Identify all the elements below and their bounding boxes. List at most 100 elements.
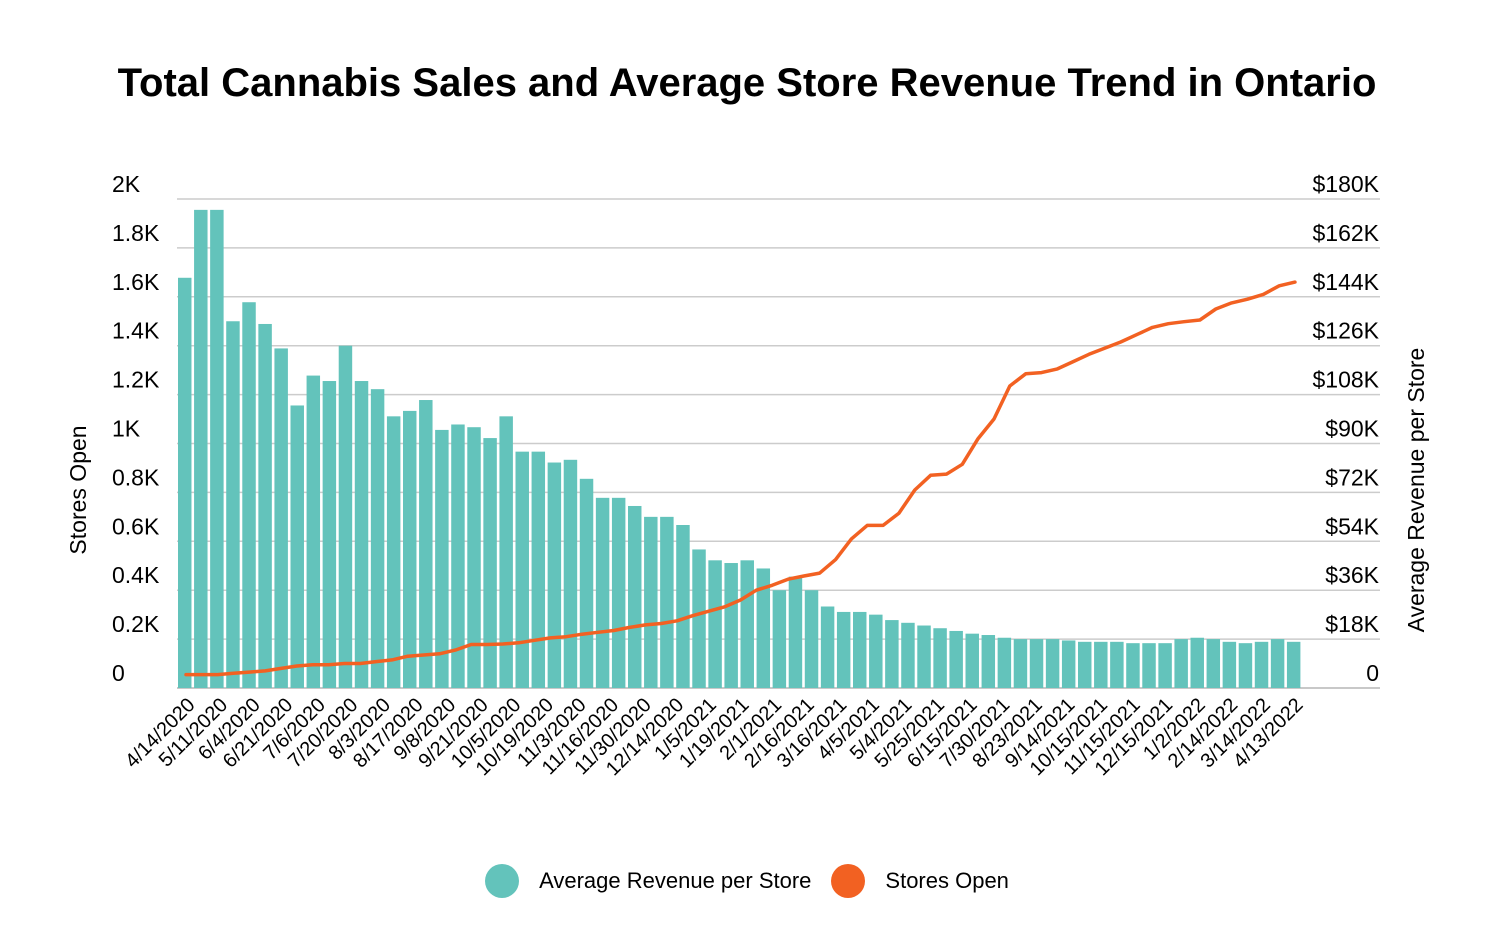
revenue-bar <box>1238 643 1253 688</box>
revenue-bar <box>338 345 353 688</box>
revenue-bar <box>724 563 738 688</box>
revenue-bar <box>1270 639 1285 688</box>
revenue-bar <box>226 321 240 688</box>
left-tick-label: 0.2K <box>112 611 160 637</box>
bar-series <box>178 209 1301 688</box>
revenue-bar <box>194 209 208 688</box>
revenue-bar <box>676 525 690 688</box>
revenue-bar <box>499 416 513 688</box>
x-axis-ticks: 4/14/20205/11/20206/4/20206/21/20207/6/2… <box>121 694 1307 780</box>
left-tick-label: 1K <box>112 416 141 442</box>
legend-label-stores: Stores Open <box>885 868 1009 893</box>
right-tick-label: 0 <box>1366 660 1379 686</box>
stores-swatch-icon <box>831 864 866 898</box>
line-series <box>184 280 1297 677</box>
left-tick-label: 1.6K <box>112 269 160 295</box>
revenue-bar <box>885 620 899 688</box>
revenue-bar <box>242 302 256 688</box>
revenue-bar <box>451 424 465 688</box>
revenue-bar <box>178 277 192 688</box>
left-axis-ticks: 0 0.2K 0.4K 0.6K 0.8K 1K 1.2K 1.4K 1.6K 1.8K 2K <box>112 171 160 686</box>
revenue-swatch-icon <box>485 864 520 898</box>
right-tick-label: $180K <box>1312 171 1379 197</box>
revenue-bar <box>435 429 449 688</box>
chart-title: Total Cannabis Sales and Average Store R… <box>117 61 1377 105</box>
revenue-bar <box>595 497 610 688</box>
revenue-bar <box>949 630 963 688</box>
revenue-bar <box>386 416 401 688</box>
right-tick-label: $72K <box>1325 464 1379 490</box>
revenue-bar <box>692 549 706 688</box>
revenue-bar <box>370 389 385 688</box>
revenue-bar <box>1190 637 1204 688</box>
revenue-bar <box>1142 643 1156 688</box>
revenue-bar <box>467 427 481 688</box>
left-tick-label: 2K <box>112 171 141 197</box>
left-tick-label: 0.4K <box>112 562 160 588</box>
right-tick-label: $144K <box>1312 269 1379 295</box>
legend: Average Revenue per Store Stores Open <box>0 864 1494 898</box>
left-tick-label: 1.8K <box>112 220 160 246</box>
revenue-bar <box>933 628 947 688</box>
left-tick-label: 1.4K <box>112 318 160 344</box>
right-axis-ticks: 0 $18K $36K $54K $72K $90K $108K $126K $144K $162… <box>1312 171 1379 686</box>
revenue-bar <box>836 611 851 688</box>
revenue-bar <box>756 568 771 688</box>
revenue-bar <box>1158 643 1172 688</box>
revenue-bar <box>1174 639 1188 688</box>
revenue-bar <box>740 560 754 688</box>
revenue-bar <box>1110 641 1124 688</box>
revenue-bar <box>1126 643 1140 688</box>
revenue-bar <box>1078 641 1092 688</box>
revenue-bar <box>1045 639 1060 688</box>
revenue-bar <box>354 381 369 688</box>
revenue-bar <box>1254 641 1269 688</box>
revenue-bar <box>644 516 658 688</box>
revenue-bar <box>917 625 931 688</box>
left-tick-label: 0.8K <box>112 464 160 490</box>
right-tick-label: $90K <box>1325 416 1379 442</box>
revenue-bar <box>210 209 224 688</box>
legend-item-stores[interactable]: Stores Open <box>831 864 1009 898</box>
legend-label-revenue: Average Revenue per Store <box>539 868 812 893</box>
revenue-bar <box>611 497 626 688</box>
revenue-bar <box>419 400 433 688</box>
revenue-bar <box>1061 640 1076 688</box>
revenue-bar <box>579 478 594 688</box>
revenue-bar <box>901 622 915 688</box>
revenue-bar <box>306 375 321 688</box>
revenue-bar <box>547 462 562 688</box>
revenue-bar <box>274 348 288 688</box>
revenue-bar <box>981 635 996 688</box>
revenue-bar <box>1029 639 1044 688</box>
revenue-bar <box>563 459 578 688</box>
revenue-bar <box>772 590 787 688</box>
revenue-bar <box>869 614 883 688</box>
left-tick-label: 0.6K <box>112 513 160 539</box>
revenue-bar <box>1094 641 1108 688</box>
legend-item-revenue[interactable]: Average Revenue per Store <box>485 864 811 898</box>
revenue-bar <box>997 637 1012 688</box>
revenue-bar <box>965 633 979 688</box>
left-tick-label: 1.2K <box>112 367 160 393</box>
revenue-bar <box>290 405 304 688</box>
right-tick-label: $54K <box>1325 513 1379 539</box>
revenue-bar <box>403 410 417 688</box>
revenue-bar <box>708 560 722 688</box>
revenue-bar <box>1206 639 1221 688</box>
right-axis-title: Average Revenue per Store <box>1403 348 1429 633</box>
revenue-bar <box>1286 641 1301 688</box>
revenue-bar <box>660 516 674 688</box>
left-tick-label: 0 <box>112 660 125 686</box>
stores-open-line <box>184 280 1297 677</box>
revenue-bar <box>804 590 819 688</box>
revenue-bar <box>628 505 642 688</box>
right-tick-label: $162K <box>1312 220 1379 246</box>
revenue-bar <box>1222 641 1237 688</box>
revenue-bar <box>515 451 529 688</box>
right-tick-label: $18K <box>1325 611 1379 637</box>
revenue-bar <box>853 611 867 688</box>
revenue-bar <box>483 438 497 688</box>
left-axis-title: Stores Open <box>65 425 91 554</box>
